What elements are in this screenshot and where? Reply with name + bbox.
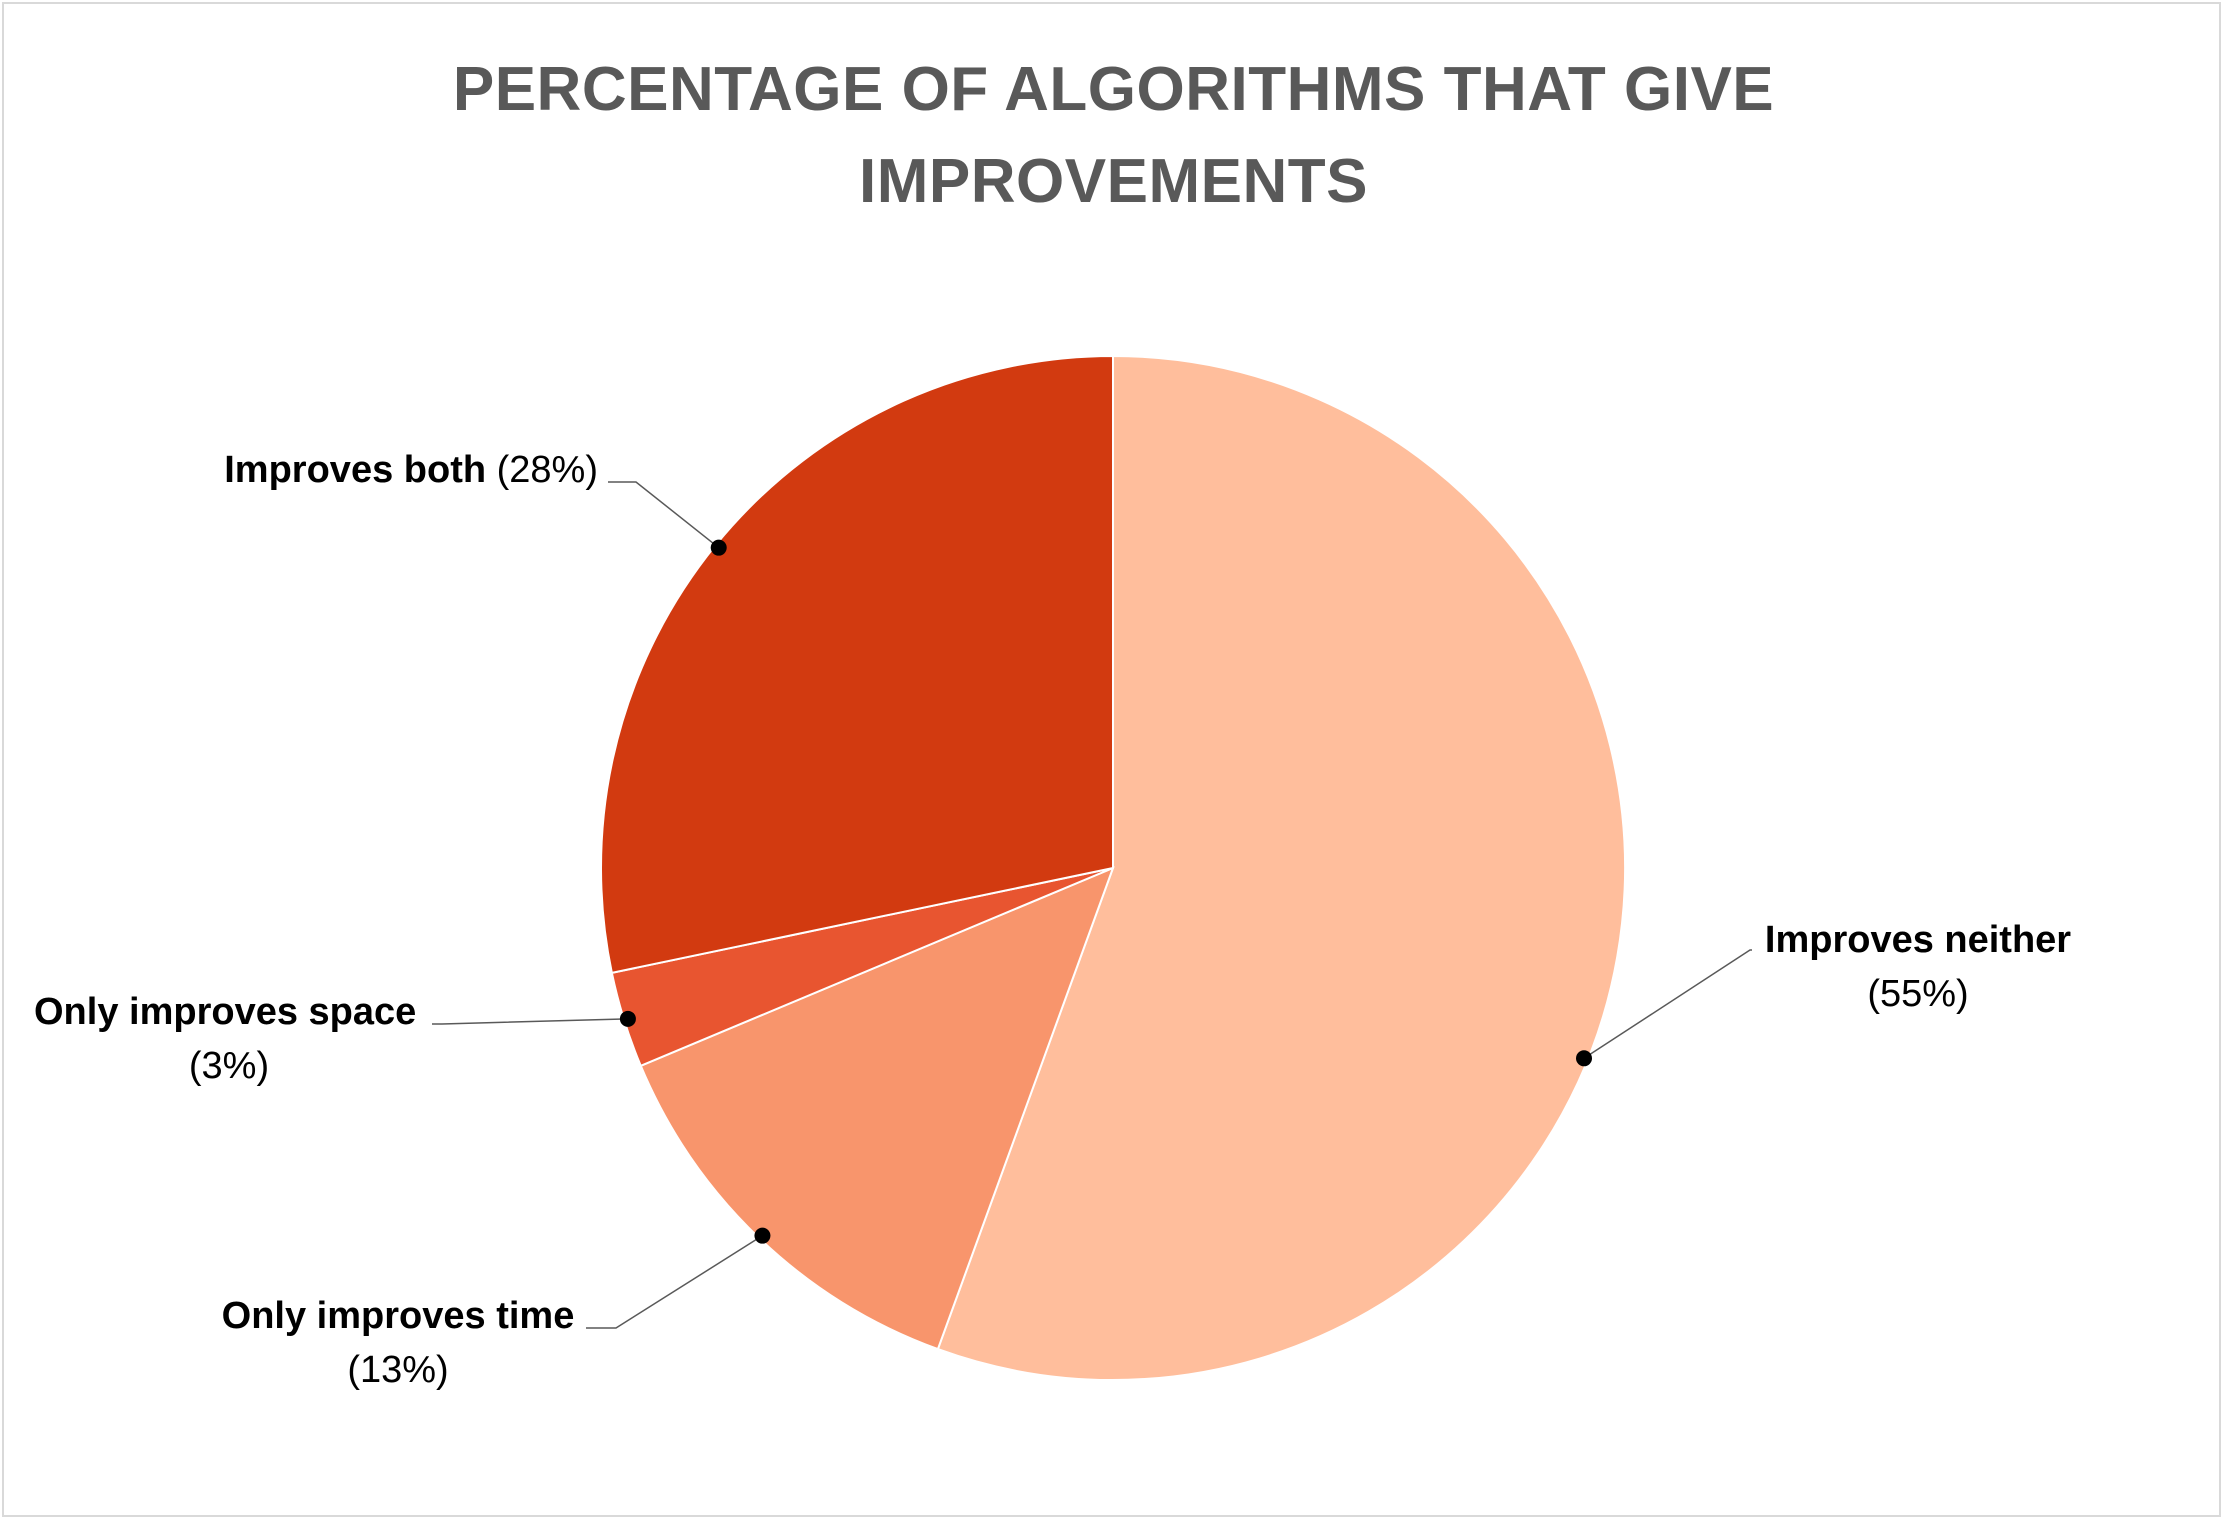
leader-dot xyxy=(619,1010,636,1027)
leader-line xyxy=(586,1235,763,1329)
data-label-name: Improves neither xyxy=(1765,919,2071,961)
data-label-percent: (55%) xyxy=(1867,973,1968,1015)
pie-slice-improves-both xyxy=(600,354,1114,975)
chart-title-line-2: IMPROVEMENTS xyxy=(859,147,1368,216)
data-label-name: Only improves time xyxy=(222,1295,575,1337)
data-label-name: Only improves space xyxy=(34,991,416,1033)
leader-line xyxy=(1583,949,1752,1059)
chart-title: PERCENTAGE OF ALGORITHMS THAT GIVE IMPRO… xyxy=(0,44,2227,228)
leader-dot xyxy=(1576,1050,1593,1067)
data-label: Improves both (28%) xyxy=(224,449,598,491)
data-label-percent: (3%) xyxy=(189,1045,269,1087)
chart-title-line-1: PERCENTAGE OF ALGORITHMS THAT GIVE xyxy=(452,55,1775,124)
leader-line xyxy=(608,481,720,549)
leader-line xyxy=(432,1018,628,1025)
pie-slice-improves-neither xyxy=(936,354,1626,1381)
data-label-percent: (13%) xyxy=(347,1349,448,1391)
leader-dot xyxy=(754,1227,771,1244)
leader-dot xyxy=(710,539,727,556)
